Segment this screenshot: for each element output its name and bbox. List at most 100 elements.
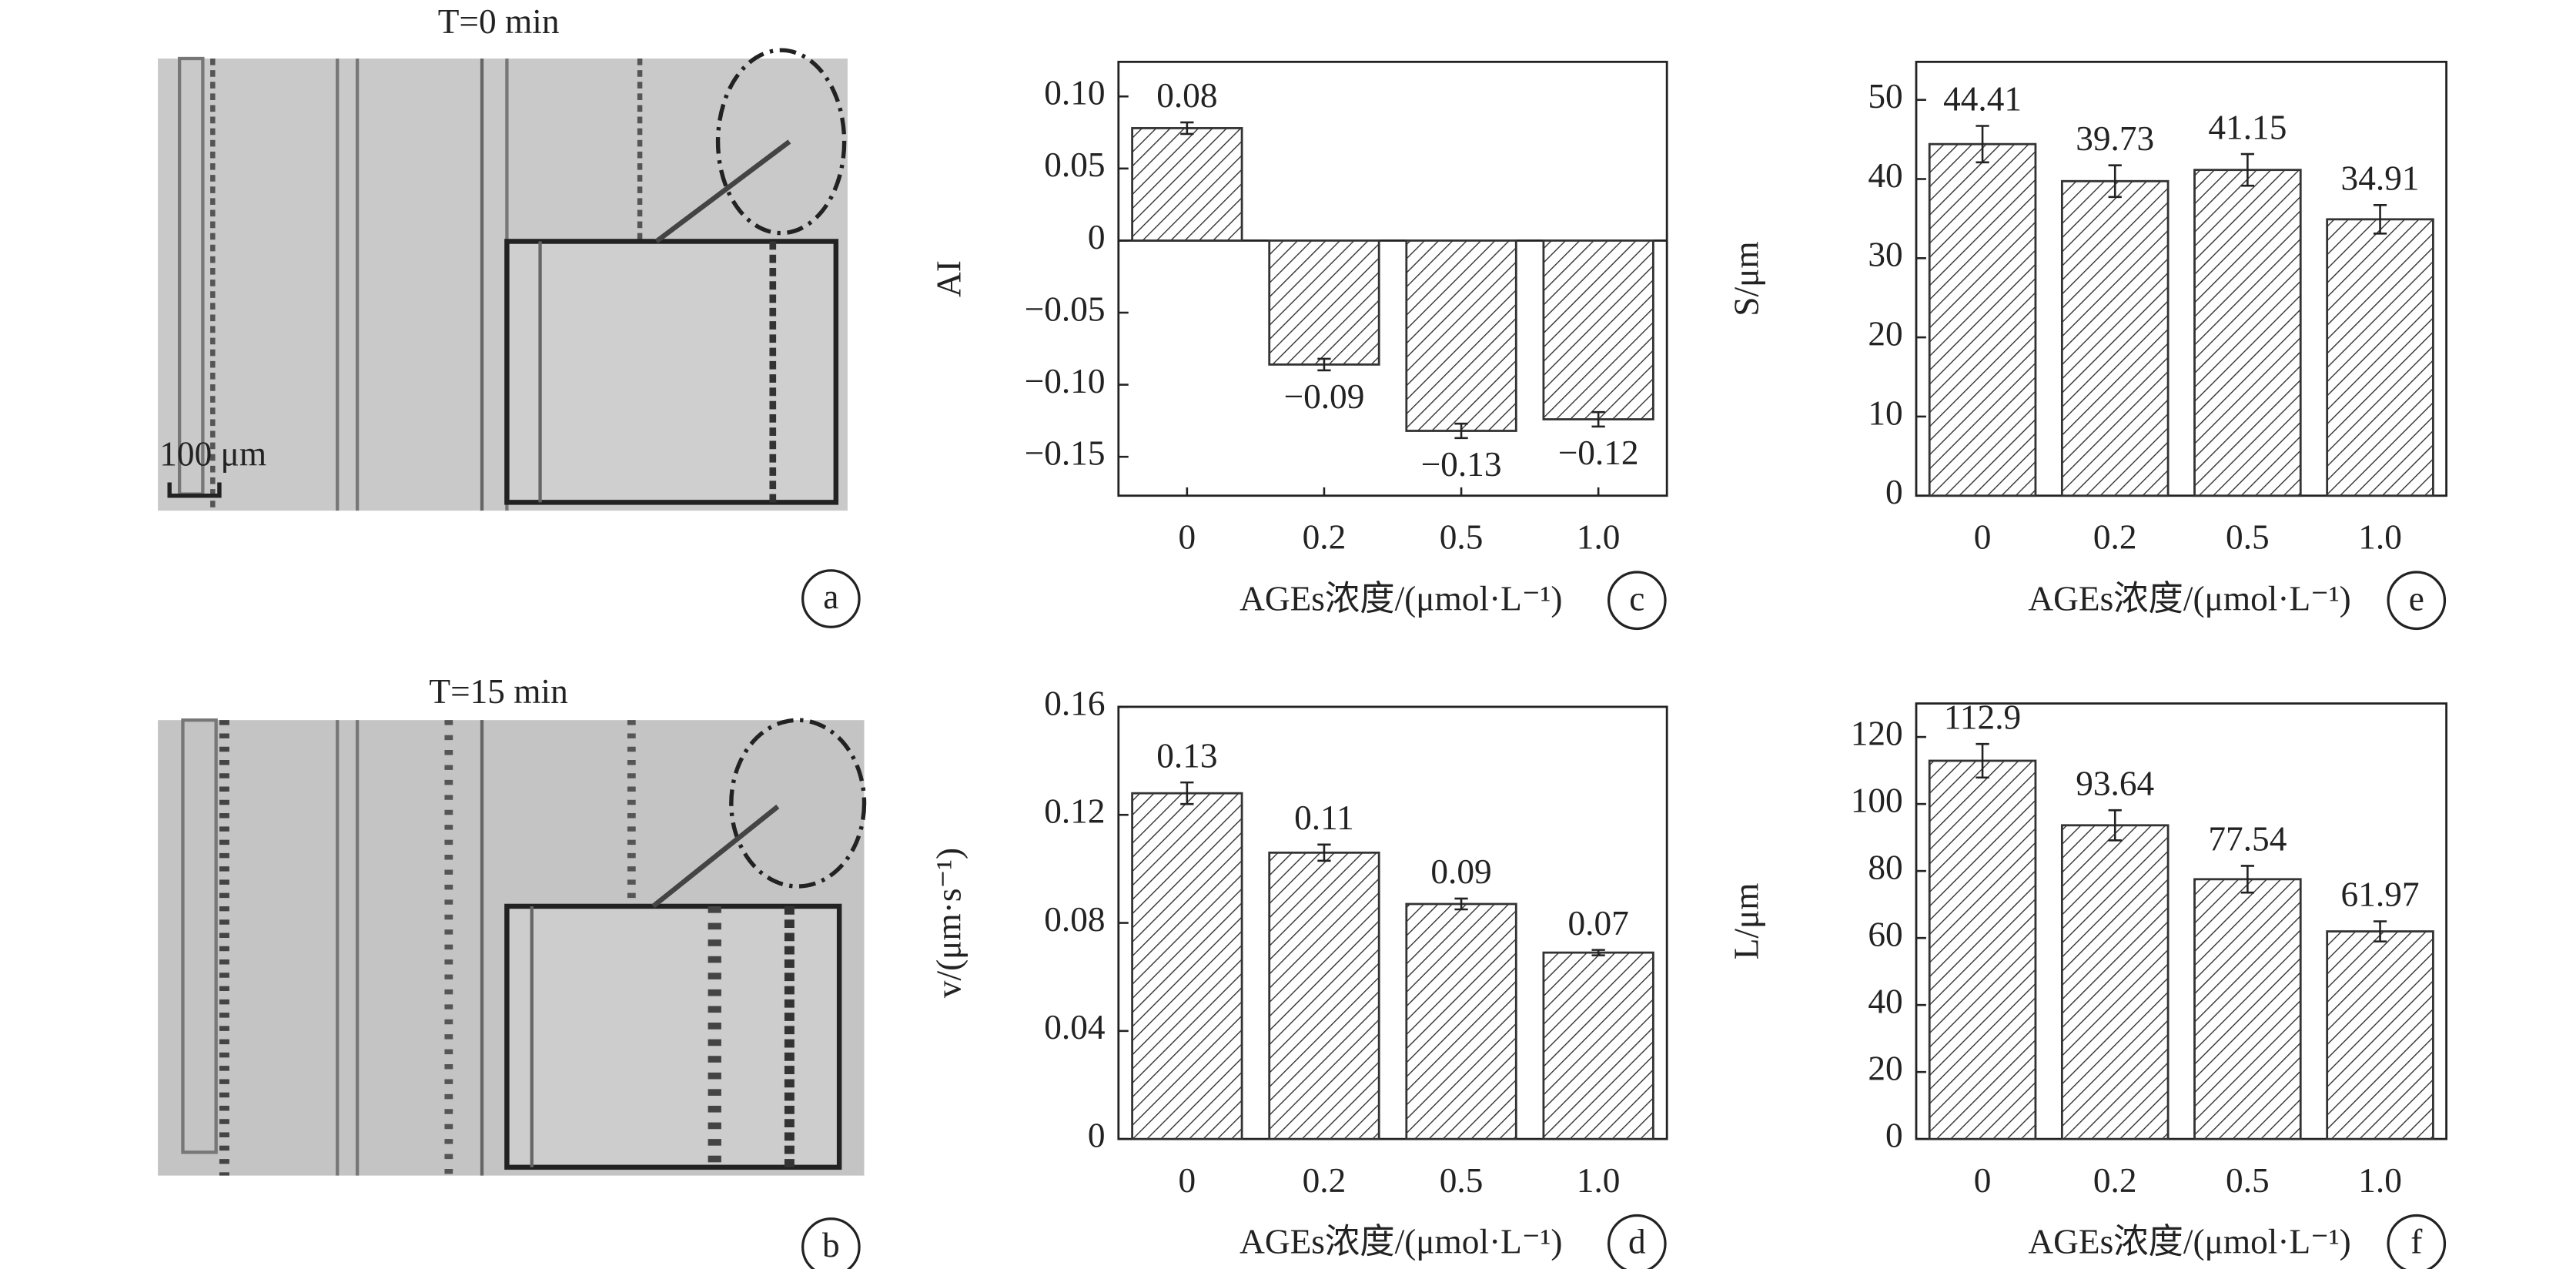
x-tick-label: 1.0: [1577, 1161, 1621, 1200]
y-axis-label: L/μm: [1728, 882, 1766, 959]
plot-frame: [1915, 702, 2448, 1140]
x-tick-label: 0: [1974, 517, 1992, 556]
bar: [2193, 878, 2302, 1140]
x-tick-label: 0.2: [1303, 517, 1347, 556]
bar: [2060, 824, 2170, 1140]
panel-circle: [2387, 571, 2447, 631]
x-tick-label: 0: [1974, 1161, 1992, 1200]
y-tick-label: 10: [1868, 393, 1902, 432]
x-axis-label: AGEs浓度/(μmol·L⁻¹): [2028, 579, 2350, 618]
value-label: 0.08: [1156, 76, 1217, 115]
x-tick-label: 0.5: [2226, 517, 2270, 556]
bar: [1928, 142, 2037, 497]
y-tick-label: 0: [1088, 218, 1106, 256]
x-tick-label: 0.5: [1440, 1161, 1484, 1200]
bar: [2326, 218, 2434, 497]
y-tick-label: 60: [1868, 916, 1902, 954]
x-tick-label: 1.0: [2358, 517, 2402, 556]
y-tick-label: 0: [1885, 473, 1903, 511]
y-tick-label: 0.10: [1044, 74, 1105, 112]
error-bar: [2240, 865, 2255, 894]
error-bar: [2373, 204, 2387, 235]
bar: [2326, 930, 2434, 1140]
bar: [1268, 239, 1380, 366]
value-label: 44.41: [1943, 80, 2022, 119]
x-tick-label: 0.2: [2093, 1161, 2137, 1200]
x-tick-label: 0: [1179, 1161, 1196, 1200]
error-bar: [1454, 897, 1468, 911]
bar: [2193, 169, 2302, 497]
value-label: 77.54: [2208, 820, 2287, 859]
y-tick-label: 20: [1868, 315, 1902, 353]
value-label: 61.97: [2341, 876, 2420, 914]
value-label: −0.13: [1421, 445, 1502, 484]
x-tick-label: 0.2: [1303, 1161, 1347, 1200]
value-label: 0.07: [1567, 904, 1628, 943]
x-tick-label: 1.0: [1577, 517, 1621, 556]
value-label: 0.09: [1430, 852, 1491, 891]
y-tick-label: 100: [1851, 782, 1903, 820]
y-tick-label: 0: [1885, 1117, 1903, 1155]
scale-bar-label: 100 μm: [159, 435, 266, 474]
x-tick-label: 0.2: [2093, 517, 2137, 556]
error-bar: [1180, 781, 1194, 805]
y-axis-label: v/(μm·s⁻¹): [929, 848, 968, 998]
micrograph-a: 100 μm T=0 min a: [158, 2, 861, 628]
x-tick-label: 1.0: [2358, 1161, 2402, 1200]
error-bar: [2108, 809, 2122, 842]
error-bar: [1975, 125, 1989, 164]
image-title: T=0 min: [438, 2, 560, 41]
value-label: 112.9: [1944, 698, 2021, 736]
y-tick-label: 0.05: [1044, 146, 1105, 184]
panel-label: e: [2409, 579, 2424, 618]
y-tick-label: 0.12: [1044, 792, 1105, 831]
panel-label: a: [823, 578, 838, 616]
panel-circle: [1607, 1214, 1667, 1269]
panel-label: d: [1628, 1223, 1646, 1261]
value-label: 93.64: [2076, 764, 2154, 802]
error-bar: [2240, 152, 2255, 187]
x-tick-label: 0: [1179, 517, 1196, 556]
value-label: 41.15: [2208, 108, 2287, 146]
bar: [1542, 951, 1654, 1140]
value-label: 0.11: [1294, 799, 1354, 837]
x-tick-label: 0.5: [1440, 517, 1484, 556]
bar: [1928, 759, 2037, 1140]
panel-label: f: [2410, 1223, 2423, 1261]
x-tick-label: 0.5: [2226, 1161, 2270, 1200]
error-bar: [1317, 843, 1331, 862]
y-axis-label: S/μm: [1728, 241, 1766, 316]
x-axis-label: AGEs浓度/(μmol·L⁻¹): [1239, 579, 1562, 618]
error-bar: [1591, 949, 1605, 956]
bar: [1131, 792, 1243, 1140]
panel-circle: [2387, 1214, 2447, 1269]
error-bar: [2373, 920, 2387, 943]
y-tick-label: 0.04: [1044, 1008, 1105, 1046]
bar: [1268, 851, 1380, 1140]
error-bar: [1454, 422, 1468, 440]
value-label: 39.73: [2076, 119, 2154, 158]
error-bar: [1591, 410, 1605, 428]
panel-circle: [1607, 571, 1667, 631]
y-axis-label: AI: [929, 260, 968, 297]
bar: [2060, 179, 2170, 497]
bar: [1405, 902, 1517, 1140]
bar: [1405, 239, 1517, 432]
image-title: T=15 min: [429, 672, 567, 711]
value-label: −0.12: [1558, 434, 1639, 472]
y-tick-label: −0.05: [1025, 290, 1106, 328]
x-axis-label: AGEs浓度/(μmol·L⁻¹): [1239, 1223, 1562, 1261]
y-tick-label: 0: [1088, 1117, 1106, 1155]
y-tick-label: 0.08: [1044, 900, 1105, 939]
micrograph-b: T=15 min b: [158, 672, 867, 1269]
error-bar: [1975, 742, 1989, 779]
value-label: −0.09: [1284, 377, 1365, 416]
value-label: 34.91: [2341, 159, 2420, 198]
panel-label: c: [1629, 579, 1644, 618]
y-tick-label: 80: [1868, 849, 1902, 887]
y-tick-label: −0.15: [1025, 434, 1106, 473]
error-bar: [1180, 121, 1194, 136]
x-axis-label: AGEs浓度/(μmol·L⁻¹): [2028, 1223, 2350, 1261]
